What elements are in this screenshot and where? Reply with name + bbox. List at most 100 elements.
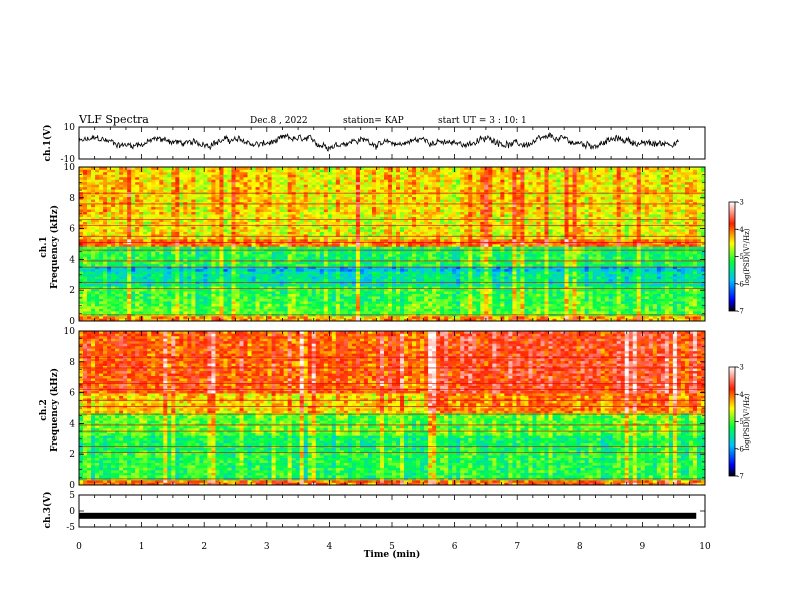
spectrogram-cell (352, 244, 356, 247)
spectrogram-cell (324, 304, 328, 307)
spectrogram-cell (219, 271, 223, 274)
spectrogram-cell (681, 289, 685, 292)
spectrogram-cell (665, 296, 669, 299)
spectrogram-cell (364, 251, 368, 254)
spectrogram-cell (151, 316, 155, 319)
spectrogram-cell (649, 306, 653, 309)
spectrogram-cell (83, 256, 87, 259)
spectrogram-cell (91, 246, 95, 249)
spectrogram-cell (95, 311, 99, 314)
spectrogram-cell (356, 304, 360, 307)
spectrogram-cell (621, 251, 625, 254)
spectrogram-cell (593, 274, 597, 277)
spectrogram-cell (532, 261, 536, 264)
spectrogram-cell (516, 309, 520, 312)
spectrogram-cell (649, 304, 653, 307)
spectrogram-cell (657, 299, 661, 302)
spectrogram-cell (685, 311, 689, 314)
spectrogram-cell (195, 299, 199, 302)
spectrogram-cell (476, 254, 480, 257)
spectrogram-cell (175, 304, 179, 307)
spectrogram-cell (211, 261, 215, 264)
spectrogram-cell (585, 261, 589, 264)
spectrogram-cell (597, 296, 601, 299)
spectrogram-cell (561, 256, 565, 259)
spectrogram-cell (240, 284, 244, 287)
spectrogram-cell (633, 284, 637, 287)
spectrogram-cell (356, 244, 360, 247)
spectrogram-cell (131, 271, 135, 274)
spectrogram-cell (260, 309, 264, 312)
spectrogram-cell (151, 274, 155, 277)
spectrogram-cell (440, 271, 444, 274)
spectrogram-cell (151, 256, 155, 259)
spectrogram-cell (183, 271, 187, 274)
spectrogram-cell (143, 316, 147, 319)
spectrogram-cell (372, 301, 376, 304)
spectrogram-cell (340, 269, 344, 272)
spectrogram-cell (159, 244, 163, 247)
spectrogram-cell (244, 309, 248, 312)
spectrogram-cell (219, 304, 223, 307)
spectrogram-cell (276, 284, 280, 287)
spectrogram-cell (484, 291, 488, 294)
spectrogram-cell (633, 269, 637, 272)
spectrogram-cell (376, 289, 380, 292)
spectrogram-cell (468, 279, 472, 282)
spectrogram-cell (524, 299, 528, 302)
spectrogram-cell (601, 261, 605, 264)
spectrogram-cell (380, 284, 384, 287)
spectrogram-cell (573, 261, 577, 264)
spectrogram-cell (376, 276, 380, 279)
spectrogram-cell (444, 301, 448, 304)
spectrogram-cell (155, 254, 159, 257)
spectrogram-cell (653, 299, 657, 302)
spectrogram-cell (553, 279, 557, 282)
spectrogram-cell (276, 276, 280, 279)
spectrogram-cell (300, 276, 304, 279)
spectrogram-cell (589, 276, 593, 279)
spectrogram-cell (296, 276, 300, 279)
spectrogram-cell (508, 309, 512, 312)
spectrogram-cell (215, 264, 219, 267)
spectrogram-cell (464, 256, 468, 259)
spectrogram-cell (288, 256, 292, 259)
spectrogram-cell (500, 309, 504, 312)
spectrogram-cell (553, 256, 557, 259)
spectrogram-cell (673, 264, 677, 267)
spectrogram-cell (199, 294, 203, 297)
spectrogram-cell (697, 311, 701, 314)
spectrogram-cell (577, 299, 581, 302)
spectrogram-cell (199, 276, 203, 279)
spectrogram-cell (597, 269, 601, 272)
spectrogram-cell (424, 254, 428, 257)
spectrogram-cell (340, 274, 344, 277)
spectrogram-cell (408, 244, 412, 247)
spectrogram-cell (252, 264, 256, 267)
spectrogram-cell (673, 279, 677, 282)
spectrogram-cell (653, 246, 657, 249)
spectrogram-cell (312, 291, 316, 294)
spectrogram-cell (163, 256, 167, 259)
spectrogram-cell (139, 294, 143, 297)
spectrogram-cell (143, 279, 147, 282)
spectrogram-cell (312, 261, 316, 264)
spectrogram-cell (677, 291, 681, 294)
spectrogram-cell (207, 284, 211, 287)
spectrogram-cell (368, 276, 372, 279)
spectrogram-cell (268, 269, 272, 272)
spectrogram-cell (123, 256, 127, 259)
spectrogram-cell (617, 244, 621, 247)
spectrogram-cell (316, 296, 320, 299)
spectrogram-cell (99, 242, 103, 245)
spectrogram-cell (268, 242, 272, 245)
spectrogram-cell (304, 246, 308, 249)
spectrogram-cell (581, 246, 585, 249)
spectrogram-cell (597, 291, 601, 294)
spectrogram-cell (549, 254, 553, 257)
spectrogram-cell (223, 246, 227, 249)
spectrogram-cell (107, 309, 111, 312)
spectrogram-cell (549, 294, 553, 297)
spectrogram-cell (223, 254, 227, 257)
spectrogram-cell (240, 279, 244, 282)
